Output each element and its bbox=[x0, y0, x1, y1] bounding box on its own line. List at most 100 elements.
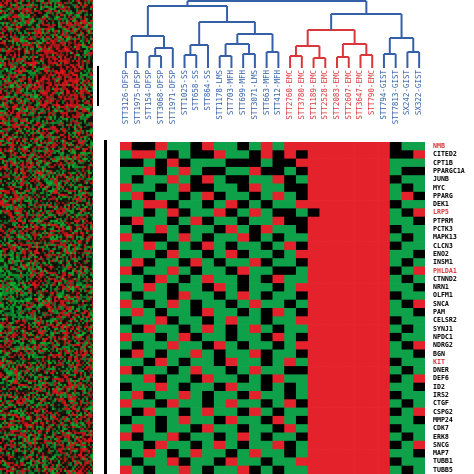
heatmap-cell bbox=[249, 357, 262, 367]
heatmap-cell bbox=[378, 465, 391, 474]
gene-label: SNCA bbox=[433, 299, 449, 308]
heatmap-cell bbox=[366, 241, 379, 251]
heatmap-cell bbox=[413, 465, 425, 474]
heatmap-cell bbox=[202, 357, 215, 367]
heatmap-cell bbox=[120, 465, 133, 474]
heatmap-cell bbox=[354, 241, 367, 251]
heatmap-cell bbox=[166, 291, 179, 300]
heatmap-cell bbox=[155, 316, 168, 325]
heatmap-cell bbox=[202, 440, 215, 450]
heatmap-cell bbox=[354, 274, 367, 284]
heatmap-cell bbox=[178, 283, 191, 292]
heatmap-cell bbox=[354, 449, 367, 458]
heatmap-cell bbox=[202, 249, 215, 259]
heatmap-cell bbox=[378, 332, 391, 342]
heatmap-cell bbox=[143, 324, 156, 334]
heatmap-cell bbox=[307, 308, 320, 317]
heatmap-cell bbox=[272, 449, 285, 458]
heatmap-cell bbox=[260, 183, 273, 193]
heatmap-cell bbox=[202, 166, 215, 176]
heatmap-cell bbox=[143, 299, 156, 309]
heatmap-cell bbox=[389, 440, 402, 450]
heatmap-cell bbox=[213, 166, 226, 176]
heatmap-cell bbox=[342, 449, 355, 458]
heatmap-cell bbox=[155, 283, 168, 292]
heatmap-cell bbox=[342, 407, 355, 417]
heatmap-cell bbox=[143, 449, 156, 458]
heatmap-cell bbox=[319, 200, 332, 209]
heatmap-cell bbox=[155, 216, 168, 226]
sample-dendrogram bbox=[124, 0, 421, 68]
heatmap-cell bbox=[225, 299, 238, 309]
heatmap-cell bbox=[319, 216, 332, 226]
heatmap-cell bbox=[331, 424, 344, 433]
heatmap-cell bbox=[389, 274, 402, 284]
heatmap-cell bbox=[319, 166, 332, 176]
gene-label: NMB bbox=[433, 142, 445, 150]
heatmap-cell bbox=[389, 457, 402, 466]
heatmap-cell bbox=[413, 274, 425, 284]
heatmap-cell bbox=[249, 324, 262, 334]
heatmap-cell bbox=[295, 308, 308, 317]
heatmap-cell bbox=[190, 299, 203, 309]
heatmap-cell bbox=[190, 291, 203, 300]
heatmap-cell bbox=[319, 440, 332, 450]
heatmap-cell bbox=[319, 175, 332, 184]
heatmap-cell bbox=[295, 391, 308, 400]
heatmap-cell bbox=[366, 449, 379, 458]
heatmap-cell bbox=[331, 415, 344, 425]
heatmap-cell bbox=[342, 399, 355, 408]
heatmap-cell bbox=[237, 241, 250, 251]
heatmap-cell bbox=[166, 241, 179, 251]
heatmap-cell bbox=[202, 465, 215, 474]
heatmap-cell bbox=[225, 391, 238, 400]
gene-label: CPT1B bbox=[433, 158, 453, 167]
gene-label: DEK1 bbox=[433, 200, 449, 209]
heatmap-cell bbox=[413, 415, 425, 425]
heatmap-cell bbox=[260, 382, 273, 392]
heatmap-cell bbox=[120, 225, 133, 234]
heatmap-cell bbox=[354, 341, 367, 350]
heatmap-cell bbox=[249, 183, 262, 193]
heatmap-cell bbox=[389, 324, 402, 334]
heatmap-cell bbox=[166, 225, 179, 234]
heatmap-cell bbox=[272, 332, 285, 342]
heatmap-cell bbox=[342, 415, 355, 425]
gene-label: JUNB bbox=[433, 175, 449, 184]
heatmap-cell bbox=[366, 407, 379, 417]
heatmap-cell bbox=[202, 316, 215, 325]
heatmap-cell bbox=[319, 374, 332, 383]
heatmap-cell bbox=[249, 432, 262, 442]
heatmap-cell bbox=[342, 266, 355, 276]
heatmap-cell bbox=[249, 200, 262, 209]
heatmap-cell bbox=[178, 457, 191, 466]
heatmap-cell bbox=[331, 399, 344, 408]
heatmap-cell bbox=[202, 424, 215, 433]
heatmap-cell bbox=[378, 357, 391, 367]
heatmap-cell bbox=[225, 175, 238, 184]
heatmap-cell bbox=[178, 166, 191, 176]
heatmap-cell bbox=[166, 465, 179, 474]
heatmap-cell bbox=[120, 274, 133, 284]
heatmap-cell bbox=[295, 357, 308, 367]
heatmap-cell bbox=[178, 432, 191, 442]
heatmap-cell bbox=[401, 424, 414, 433]
heatmap-cell bbox=[413, 391, 425, 400]
heatmap-cell bbox=[366, 374, 379, 383]
heatmap-cell bbox=[143, 291, 156, 300]
heatmap-cell bbox=[213, 274, 226, 284]
heatmap-cell bbox=[354, 191, 367, 201]
heatmap-cell bbox=[155, 465, 168, 474]
heatmap-cell bbox=[319, 150, 332, 159]
heatmap-cell bbox=[131, 241, 144, 251]
heatmap-cell bbox=[190, 216, 203, 226]
heatmap-cell bbox=[413, 308, 425, 317]
heatmap-cell bbox=[319, 266, 332, 276]
heatmap-cell bbox=[413, 200, 425, 209]
heatmap-cell bbox=[260, 424, 273, 433]
heatmap-cell bbox=[354, 208, 367, 217]
heatmap-cell bbox=[190, 399, 203, 408]
heatmap-cell bbox=[237, 324, 250, 334]
heatmap-cell bbox=[331, 274, 344, 284]
heatmap-cell bbox=[178, 208, 191, 217]
